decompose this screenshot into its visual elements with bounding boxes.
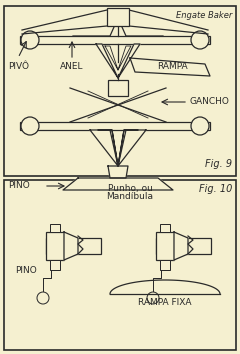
Bar xyxy=(4,180,236,350)
Text: RAMPA FIXA: RAMPA FIXA xyxy=(138,298,192,307)
Polygon shape xyxy=(110,280,220,294)
Polygon shape xyxy=(130,58,210,76)
Text: Mandíbula: Mandíbula xyxy=(107,192,154,201)
Text: RAMPA: RAMPA xyxy=(157,62,187,71)
Bar xyxy=(4,6,236,176)
Text: Fig. 10: Fig. 10 xyxy=(199,184,232,194)
Bar xyxy=(46,238,101,254)
Bar xyxy=(50,260,60,268)
Circle shape xyxy=(21,31,39,49)
Text: Punho, ou: Punho, ou xyxy=(108,184,152,193)
Bar xyxy=(160,260,170,268)
Polygon shape xyxy=(96,44,140,78)
Bar xyxy=(20,122,210,130)
Bar xyxy=(156,232,174,260)
Text: Fig. 9: Fig. 9 xyxy=(205,159,232,169)
Bar xyxy=(160,224,170,232)
Bar xyxy=(107,8,129,26)
Text: ANEL: ANEL xyxy=(60,62,84,71)
Polygon shape xyxy=(108,166,128,178)
Polygon shape xyxy=(105,46,131,70)
Circle shape xyxy=(147,292,159,304)
Circle shape xyxy=(37,292,49,304)
Text: PIVÔ: PIVÔ xyxy=(8,62,29,71)
Circle shape xyxy=(191,117,209,135)
Bar xyxy=(156,238,211,254)
Text: PINO: PINO xyxy=(15,266,37,275)
Text: Engate Baker: Engate Baker xyxy=(176,11,232,20)
Polygon shape xyxy=(64,232,78,260)
Polygon shape xyxy=(63,178,173,190)
Text: PINO: PINO xyxy=(8,182,30,190)
Circle shape xyxy=(191,31,209,49)
Bar xyxy=(46,232,64,260)
Circle shape xyxy=(21,117,39,135)
Bar xyxy=(160,260,170,270)
Bar xyxy=(50,224,60,232)
Bar xyxy=(108,80,128,96)
Bar xyxy=(50,260,60,270)
Bar xyxy=(20,36,210,44)
Polygon shape xyxy=(174,232,188,260)
Polygon shape xyxy=(98,130,146,166)
Text: GANCHO: GANCHO xyxy=(190,97,230,107)
Polygon shape xyxy=(90,130,138,166)
